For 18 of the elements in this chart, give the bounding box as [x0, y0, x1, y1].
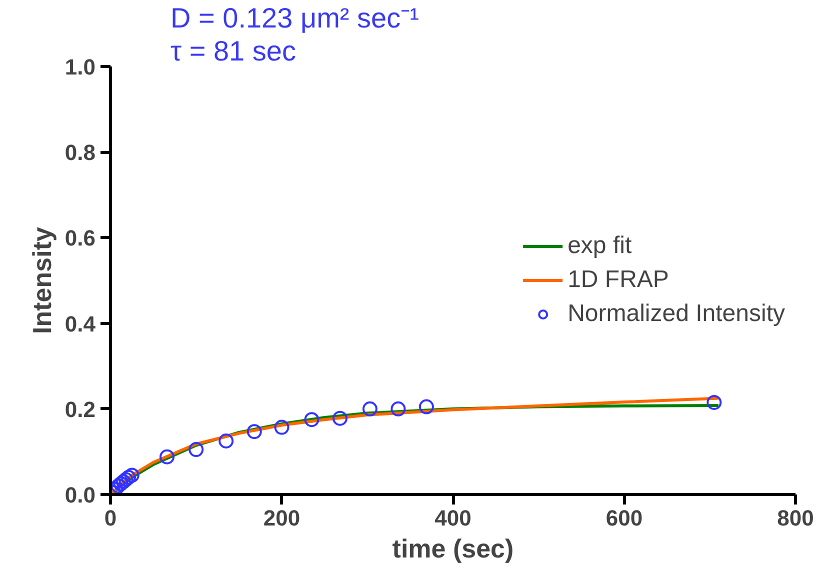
y-tick-label: 0.4 — [64, 311, 96, 336]
y-axis-title: Intensity — [26, 226, 57, 334]
x-tick-label: 0 — [104, 506, 117, 530]
y-tick-label: 0.0 — [64, 482, 96, 508]
x-tick-label: 600 — [606, 506, 643, 530]
legend-label: 1D FRAP — [568, 266, 669, 294]
legend-label: Normalized Intensity — [568, 300, 785, 328]
x-axis-title: time (sec) — [392, 534, 514, 564]
x-tick-label: 200 — [263, 506, 300, 530]
legend-label: exp fit — [568, 232, 632, 260]
y-tick-label: 0.6 — [64, 226, 96, 251]
x-tick-label: 400 — [434, 506, 472, 530]
y-tick-label: 1.0 — [64, 54, 96, 80]
x-tick-label: 800 — [777, 506, 814, 530]
y-tick-label: 0.2 — [64, 396, 96, 422]
text: D = 0.123 μm² sec⁻¹ — [170, 2, 419, 34]
text: τ = 81 sec — [170, 36, 296, 66]
y-tick-label: 0.8 — [64, 140, 96, 166]
